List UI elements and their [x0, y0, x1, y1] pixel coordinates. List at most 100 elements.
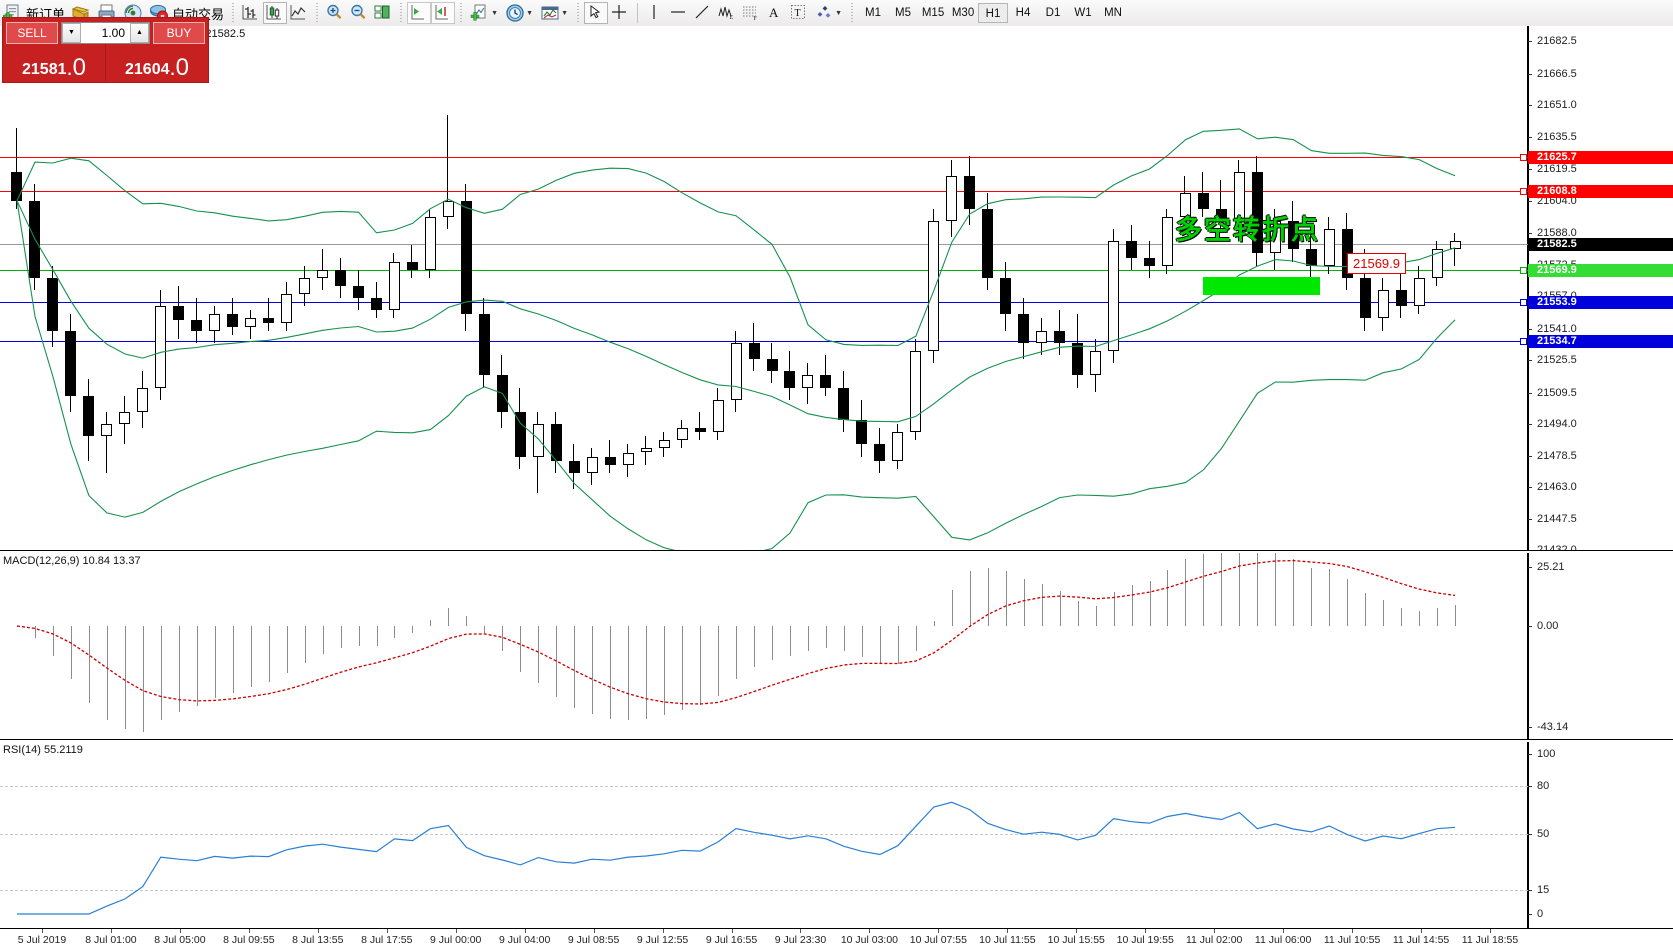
tile-windows-button[interactable] [371, 2, 395, 24]
sell-price[interactable]: 21581 . 0 [3, 44, 105, 81]
candle [119, 26, 131, 550]
price-label-resistance[interactable]: 21625.7 [1528, 150, 1673, 164]
candle [658, 26, 670, 550]
candle-body [191, 320, 203, 331]
price-label-resistance[interactable]: 21608.8 [1528, 184, 1673, 198]
time-axis[interactable]: 5 Jul 2019 8 Jul 01:00 8 Jul 05:00 8 Jul 09… [0, 928, 1673, 950]
timeframe-m5[interactable]: M5 [895, 7, 912, 19]
buy-button[interactable]: BUY [153, 21, 205, 44]
candle-body [586, 456, 598, 473]
one-click-trading-panel[interactable]: SELL ▼ 1.00 ▲ BUY 21581 . 0 21604 . 0 [2, 17, 209, 83]
timeframe-d1[interactable]: D1 [1045, 7, 1061, 19]
candle-wick [699, 411, 701, 441]
macd-histogram-bar [772, 626, 773, 660]
volume-increase-button[interactable]: ▲ [130, 22, 149, 43]
horizontal-level-line[interactable] [0, 190, 1528, 192]
timeframe-w1[interactable]: W1 [1074, 7, 1092, 19]
horizontal-level-line[interactable] [0, 341, 1528, 343]
horizontal-level-line[interactable] [0, 244, 1528, 246]
candle [1413, 26, 1425, 550]
macd-histogram-bar [484, 626, 486, 633]
level-line-handle[interactable] [1520, 153, 1527, 161]
toolbar-separator [577, 3, 580, 23]
horizontal-level-line[interactable] [0, 269, 1528, 271]
macd-histogram-bar [196, 626, 198, 707]
cursor-button[interactable] [584, 2, 609, 24]
shift-start-button[interactable] [407, 2, 432, 24]
level-line-handle[interactable] [1520, 299, 1527, 307]
price-label-level[interactable]: 21553.9 [1528, 296, 1673, 310]
buy-price-separator: . [169, 55, 176, 80]
candlestick-chart-button[interactable] [263, 2, 288, 24]
candle [1233, 26, 1245, 550]
candle [1395, 26, 1407, 550]
price-label-level[interactable]: 21534.7 [1528, 335, 1673, 349]
candle [388, 26, 400, 550]
timeframe-h4[interactable]: H4 [1015, 7, 1031, 19]
highlight-rectangle[interactable] [1203, 277, 1320, 295]
volume-stepper[interactable]: ▼ 1.00 ▲ [61, 21, 150, 44]
timeframe-m15[interactable]: M15 [921, 7, 945, 19]
horizontal-level-line[interactable] [0, 302, 1528, 304]
horizontal-line-button[interactable] [667, 2, 691, 24]
volume-decrease-button[interactable]: ▼ [62, 22, 81, 43]
macd-histogram-bar [807, 626, 809, 651]
macd-pane[interactable]: 25.21 0.00 -43.14 MACD(12,26,9) 10.84 13.3… [0, 553, 1673, 739]
price-axis[interactable]: 21682.5 21666.5 21651.0 21635.5 21619.5 21604… [1528, 26, 1673, 556]
crosshair-button[interactable] [608, 2, 632, 24]
chevron-down-icon[interactable]: ▼ [526, 9, 533, 17]
level-line-handle[interactable] [1520, 338, 1527, 346]
level-line-handle[interactable] [1520, 187, 1527, 195]
volume-value[interactable]: 1.00 [101, 25, 125, 40]
elliott-wave-button[interactable]: E [715, 2, 739, 24]
candle [676, 26, 688, 550]
price-label-last-price[interactable]: 21582.5 [1528, 238, 1673, 252]
line-chart-button[interactable] [287, 2, 311, 24]
period-button[interactable]: ▼ [502, 1, 537, 25]
zoom-in-button[interactable] [323, 2, 347, 24]
time-tick [386, 929, 388, 933]
chart-area[interactable]: 21682.5 21666.5 21651.0 21635.5 21619.5 21604… [0, 26, 1673, 950]
fibonacci-button[interactable]: F [739, 2, 763, 24]
price-pane[interactable]: 21682.5 21666.5 21651.0 21635.5 21619.5 21604… [0, 26, 1673, 556]
chevron-down-icon[interactable]: ▼ [835, 9, 842, 17]
timeframe-mn[interactable]: MN [1104, 7, 1122, 19]
candle [406, 26, 418, 550]
macd-histogram-bar [1257, 553, 1259, 626]
chevron-down-icon[interactable]: ▼ [561, 9, 568, 17]
price-plot[interactable]: 多空转折点 21569.9 [0, 26, 1528, 550]
rsi-pane[interactable]: 100 80 50 15 0 RSI(14) 55.2119 [0, 742, 1673, 928]
vertical-line-button[interactable] [643, 2, 667, 24]
zoom-out-button[interactable] [347, 2, 371, 24]
text-box-button[interactable]: T [787, 2, 811, 24]
timeframe-m1[interactable]: M1 [865, 7, 882, 19]
chart-note-text[interactable]: 多空转折点 [1175, 215, 1320, 246]
chevron-down-icon[interactable]: ▼ [491, 9, 498, 17]
timeframe-m30[interactable]: M30 [951, 7, 975, 19]
horizontal-level-line[interactable] [0, 156, 1528, 158]
svg-text:A: A [769, 5, 779, 20]
time-label: 9 Jul 23:30 [774, 934, 827, 946]
candle-body [1072, 342, 1084, 376]
rsi-level-line [0, 890, 1528, 891]
candle [335, 26, 347, 550]
shapes-button[interactable]: ▼ [811, 1, 846, 25]
sell-button[interactable]: SELL [6, 21, 58, 44]
price-callout[interactable]: 21569.9 [1347, 253, 1406, 274]
templates-button[interactable]: ▼ [537, 1, 572, 25]
text-label-button[interactable]: A [763, 2, 787, 24]
buy-price[interactable]: 21604 . 0 [106, 44, 208, 81]
candle-body [568, 460, 580, 473]
timeframe-h1[interactable]: H1 [978, 3, 1009, 23]
price-label-support[interactable]: 21569.9 [1528, 263, 1673, 277]
trendline-button[interactable] [691, 2, 715, 24]
bar-chart-button[interactable] [239, 2, 263, 24]
shift-end-button[interactable] [431, 2, 456, 24]
sell-price-integer: 21581 [22, 61, 67, 78]
time-tick [1007, 929, 1009, 933]
macd-histogram-bar [214, 626, 216, 699]
candle-body [299, 277, 311, 295]
level-line-handle[interactable] [1520, 266, 1527, 274]
price-tick: 21619.5 [1528, 164, 1673, 175]
indicators-button[interactable]: ▼ [467, 1, 502, 25]
